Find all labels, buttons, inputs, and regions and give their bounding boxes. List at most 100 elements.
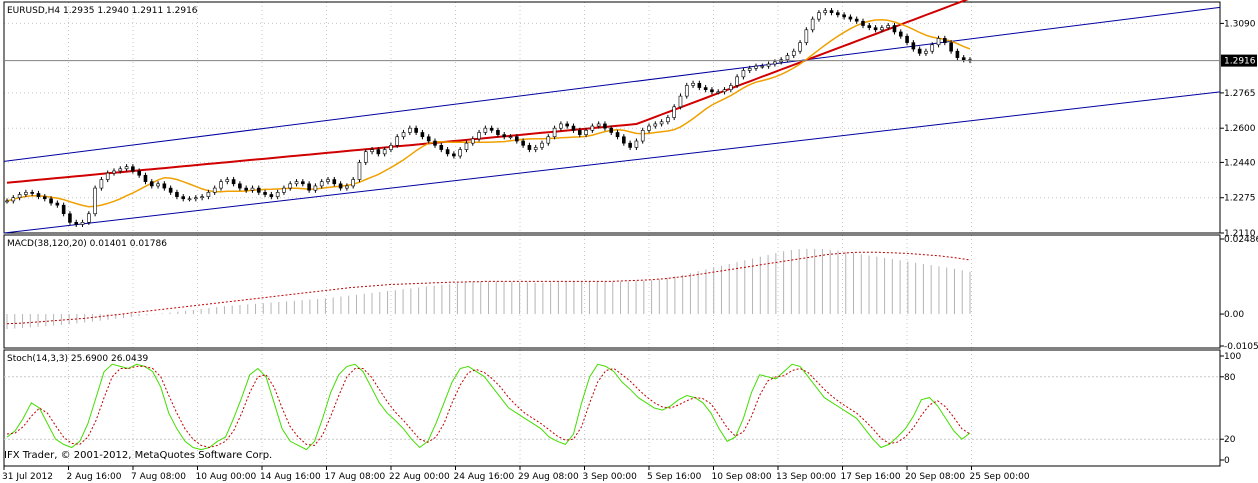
candle-body xyxy=(502,134,507,138)
candle-body xyxy=(905,35,909,43)
candle-body xyxy=(710,89,714,93)
candle-body xyxy=(99,179,104,189)
candle-body xyxy=(338,183,343,189)
channel-lower-line xyxy=(3,91,1221,234)
price-tick-label: 1.3090 xyxy=(1224,19,1256,29)
candle-body xyxy=(735,76,739,86)
candle-body xyxy=(666,117,670,123)
candle-body xyxy=(149,181,154,187)
candle-body xyxy=(521,140,525,146)
stoch-tick-label: 0 xyxy=(1224,456,1230,466)
candle-body xyxy=(263,192,267,195)
candle-body xyxy=(754,65,758,69)
candle-body xyxy=(496,130,500,135)
candle-body xyxy=(603,123,607,129)
candle-body xyxy=(898,31,903,37)
candle-body xyxy=(703,87,708,90)
time-tick-label: 29 Aug 08:00 xyxy=(518,472,579,482)
candle-body xyxy=(458,149,462,157)
candle-body xyxy=(943,38,947,43)
candle-body xyxy=(911,42,916,50)
candle-body xyxy=(886,25,890,28)
candle-body xyxy=(61,204,66,215)
candle-body xyxy=(508,136,513,139)
candle-body xyxy=(282,187,286,193)
stoch-main-line xyxy=(6,363,971,451)
macd-signal-path xyxy=(6,251,971,325)
candle-body xyxy=(137,170,141,176)
candles xyxy=(5,7,972,228)
candle-body xyxy=(357,162,362,180)
candle-body xyxy=(181,196,186,200)
candle-body xyxy=(684,85,689,97)
candle-body xyxy=(162,183,167,189)
stoch-panel-title: Stoch(14,3,3) 25.6900 26.0439 xyxy=(7,354,148,364)
candle-body xyxy=(433,140,437,146)
time-tick-label: 10 Sep 08:00 xyxy=(712,472,772,482)
candle-body xyxy=(225,179,230,182)
candle-body xyxy=(168,187,173,193)
candle-body xyxy=(559,123,563,129)
candle-body xyxy=(112,170,116,174)
macd-axis: 0.02486 0.00 -0.01058 xyxy=(1220,235,1258,352)
candle-body xyxy=(565,123,569,127)
candle-body xyxy=(24,192,28,195)
main-panel-frame xyxy=(3,1,1221,234)
candle-body xyxy=(326,179,330,182)
time-tick-label: 25 Sep 00:00 xyxy=(970,472,1030,482)
candle-body xyxy=(212,187,217,193)
candle-body xyxy=(515,136,519,142)
current-price-label: 1.2916 xyxy=(1224,57,1256,67)
time-tick-label: 17 Aug 08:00 xyxy=(325,472,386,482)
candle-body xyxy=(313,185,318,191)
price-tick-label: 1.2600 xyxy=(1224,124,1256,134)
candle-body xyxy=(640,130,645,142)
candle-body xyxy=(961,57,966,61)
copyright-text: IFX Trader, © 2001-2012, MetaQuotes Soft… xyxy=(4,450,273,461)
candle-body xyxy=(747,68,752,71)
candle-body xyxy=(470,138,475,144)
channel-upper-line xyxy=(3,6,1221,162)
macd-panel-title: MACD(38,120,20) 0.01401 0.01786 xyxy=(7,239,167,249)
regression-channel xyxy=(3,6,1221,234)
stoch-signal-line xyxy=(6,365,971,449)
candle-body xyxy=(678,95,683,108)
candle-body xyxy=(798,42,802,52)
candle-body xyxy=(836,12,840,16)
candle-body xyxy=(131,166,135,172)
candle-body xyxy=(791,50,796,56)
candle-body xyxy=(546,136,551,144)
candle-body xyxy=(741,70,746,78)
macd-histogram xyxy=(6,248,971,330)
candle-body xyxy=(917,48,922,54)
candle-body xyxy=(319,181,324,187)
stoch-tick-label: 20 xyxy=(1224,435,1236,445)
candle-body xyxy=(773,61,777,65)
time-tick-label: 10 Aug 00:00 xyxy=(196,472,257,482)
candle-body xyxy=(11,197,16,202)
candle-body xyxy=(80,222,85,225)
macd-tick-label: 0.02486 xyxy=(1224,235,1258,245)
time-tick-label: 3 Sep 00:00 xyxy=(583,472,638,482)
stoch-tick-label: 80 xyxy=(1224,373,1236,383)
stoch-lines xyxy=(6,363,971,451)
candle-body xyxy=(615,132,620,138)
candle-body xyxy=(244,187,248,191)
candle-body xyxy=(408,127,412,133)
candle-body xyxy=(376,149,381,155)
candle-body xyxy=(389,145,393,150)
time-tick-label: 31 Jul 2012 xyxy=(2,472,53,482)
stoch-levels xyxy=(4,376,1220,440)
candle-body xyxy=(74,222,79,225)
candle-body xyxy=(577,130,582,135)
candle-body xyxy=(527,145,532,150)
price-axis: 1.3090 1.2765 1.2600 1.2440 1.2275 1.2110 xyxy=(1220,19,1256,239)
time-tick-label: 2 Aug 16:00 xyxy=(67,472,122,482)
candle-body xyxy=(861,20,865,26)
current-price-tag xyxy=(1221,54,1257,67)
candle-body xyxy=(540,142,544,148)
price-tick-label: 1.2765 xyxy=(1224,89,1256,99)
candle-body xyxy=(332,179,337,185)
candle-body xyxy=(955,50,960,58)
